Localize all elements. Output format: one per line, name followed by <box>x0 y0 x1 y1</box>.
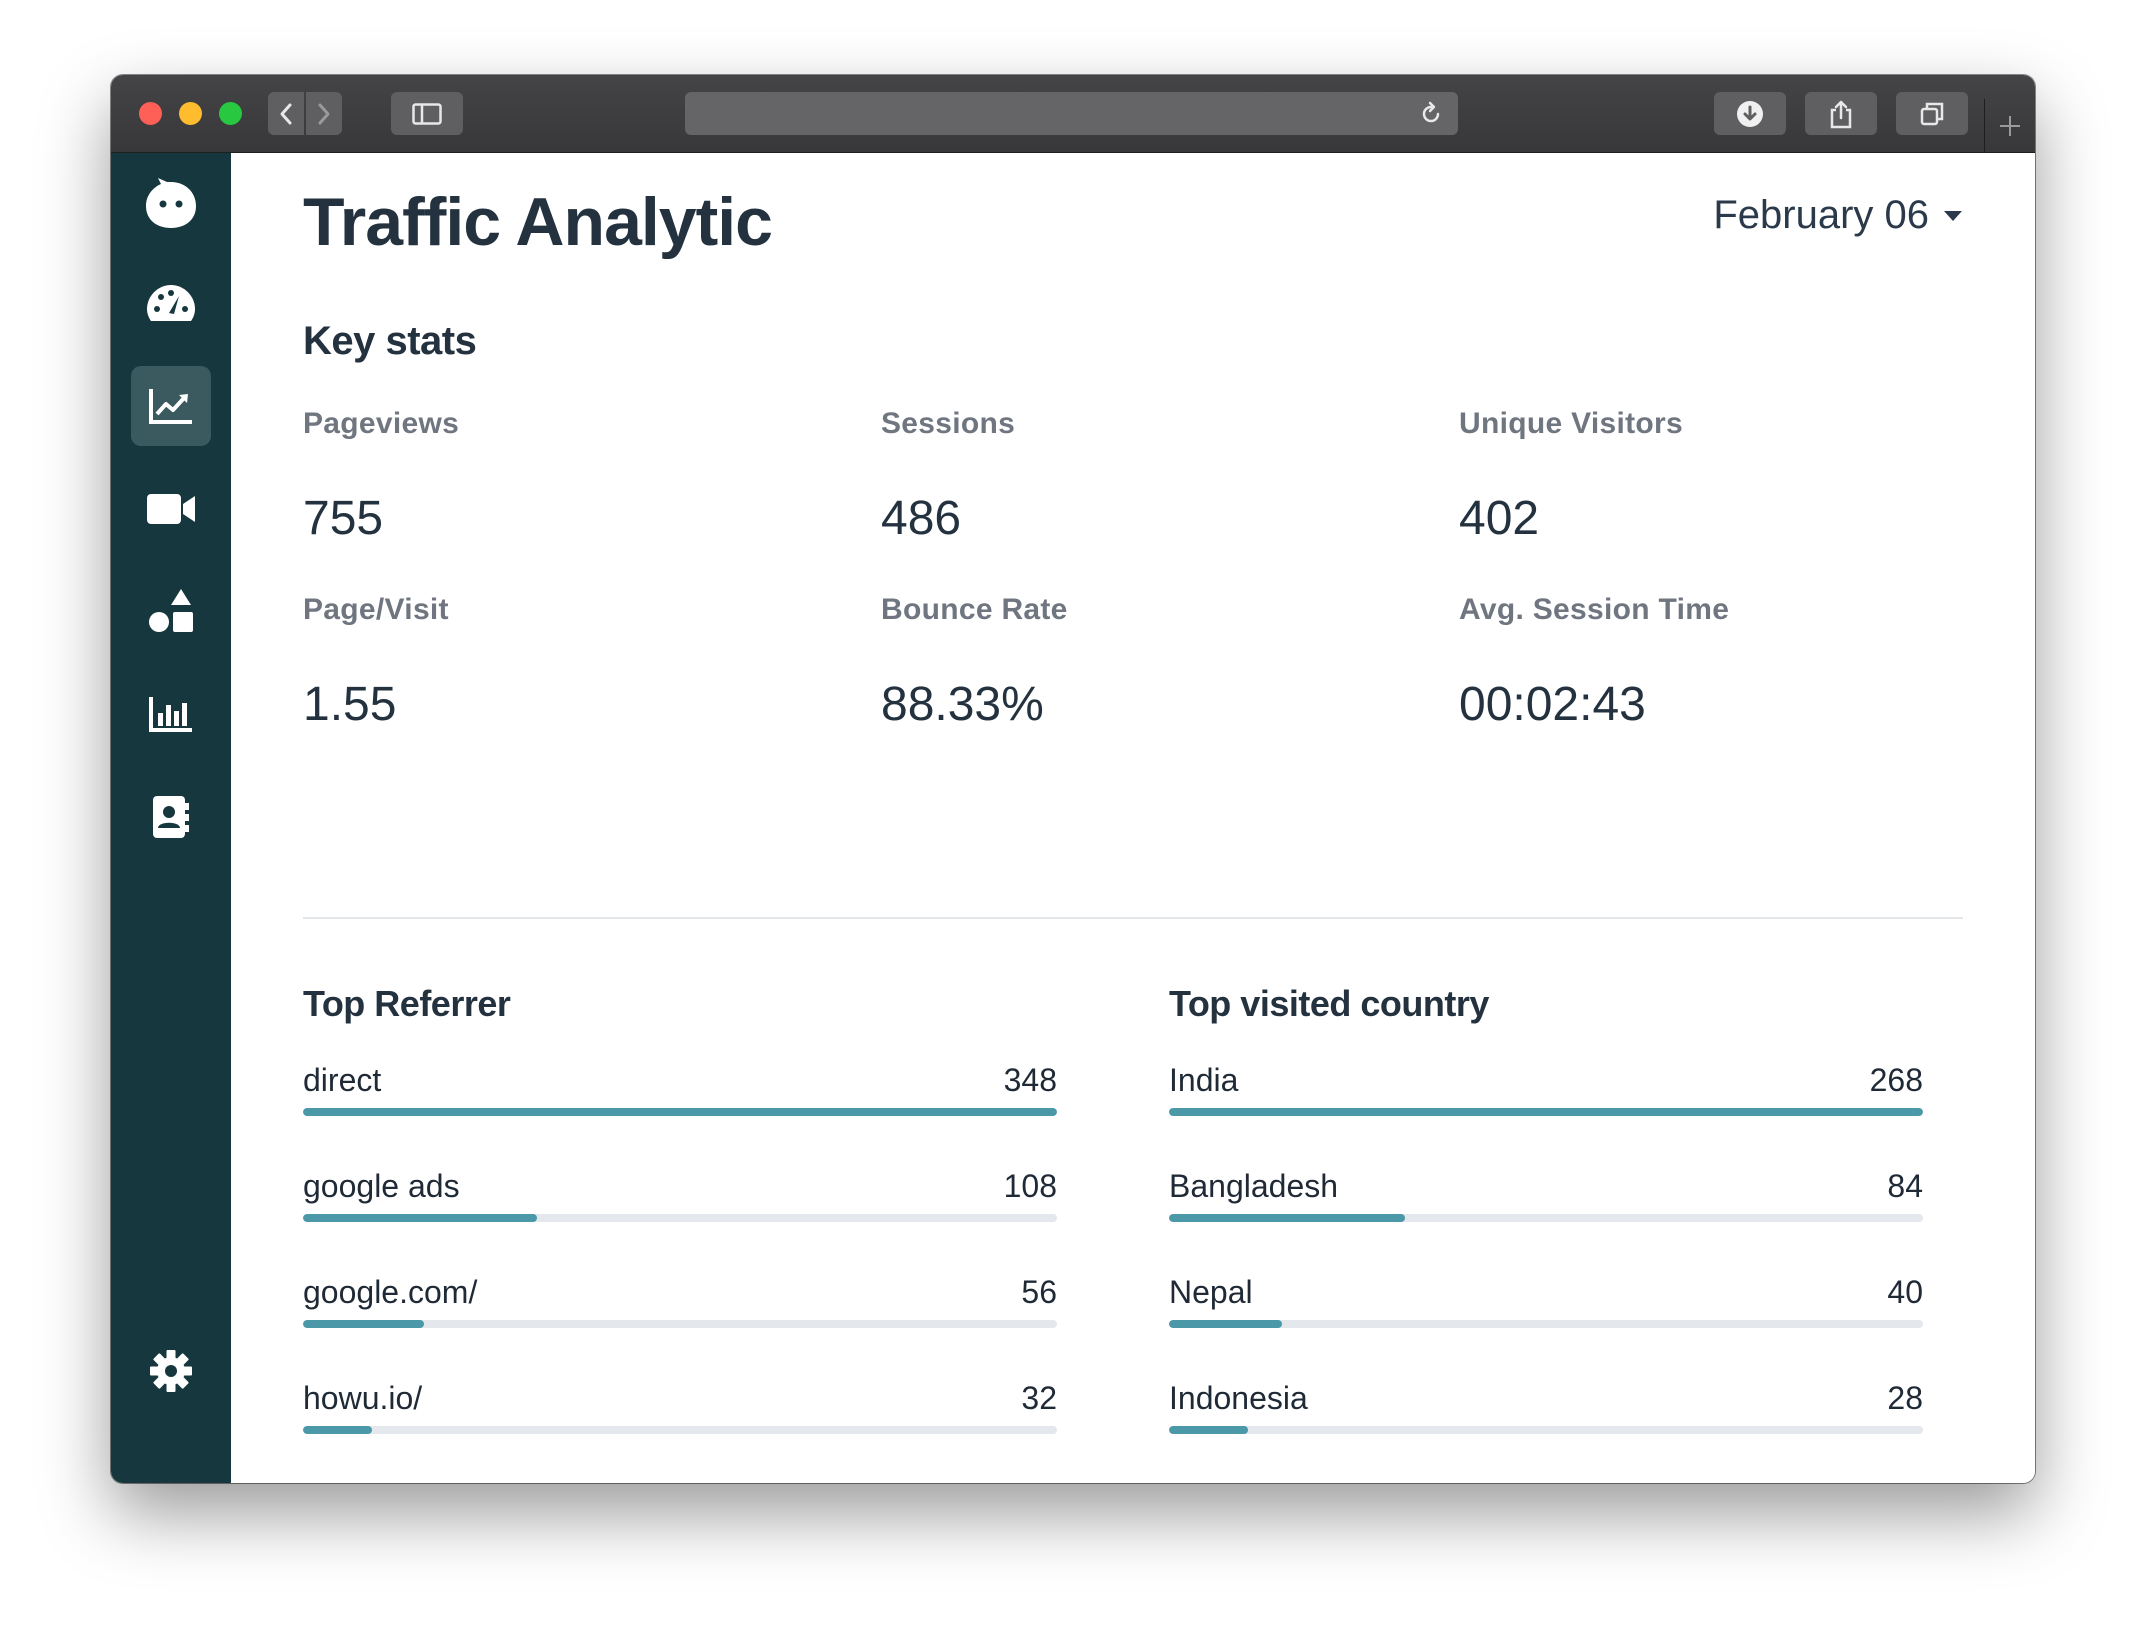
tabs-icon <box>1920 102 1944 125</box>
progress-track <box>303 1108 1057 1116</box>
progress-fill <box>1169 1320 1282 1328</box>
list-item-count: 268 <box>1869 1062 1923 1098</box>
progress-fill <box>303 1426 373 1434</box>
sidebar-item-dashboard[interactable] <box>131 263 211 343</box>
stat-value: 486 <box>881 492 962 545</box>
progress-track <box>1169 1426 1923 1434</box>
list-item-name: direct <box>303 1062 382 1098</box>
list-item: howu.io/32 <box>303 1377 1057 1447</box>
progress-track <box>1169 1320 1923 1328</box>
close-window-button[interactable] <box>139 102 162 125</box>
sidebar <box>111 153 231 1483</box>
stat-label: Pageviews <box>303 407 460 440</box>
list-item-count: 32 <box>1021 1380 1057 1416</box>
list-item-name: google.com/ <box>303 1274 478 1310</box>
stat-label: Unique Visitors <box>1459 407 1683 440</box>
sidebar-item-contacts[interactable] <box>131 777 211 857</box>
stat-value: 755 <box>303 492 384 545</box>
list-item-name: google ads <box>303 1168 460 1204</box>
stat-value: 402 <box>1459 492 1540 545</box>
list-item: Nepal 40 <box>1169 1271 1923 1341</box>
list-item-count: 40 <box>1887 1274 1923 1310</box>
share-icon <box>1830 100 1852 128</box>
sidebar-item-shapes[interactable] <box>131 571 211 651</box>
shapes-icon <box>149 589 193 632</box>
top-referrer-title: Top Referrer <box>303 983 511 1024</box>
stat-label: Page/Visit <box>303 593 449 626</box>
main-content: Traffic Analytic February 06 Key stats P… <box>231 153 2035 1483</box>
list-item-count: 28 <box>1887 1380 1923 1416</box>
progress-track <box>1169 1214 1923 1222</box>
stat-value: 00:02:43 <box>1459 678 1646 731</box>
list-item: google ads 108 <box>303 1165 1057 1235</box>
date-selector[interactable]: February 06 <box>1713 193 1963 238</box>
browser-window: Traffic Analytic February 06 Key stats P… <box>111 75 2035 1483</box>
list-item-name: Indonesia <box>1169 1380 1308 1416</box>
progress-fill <box>303 1320 425 1328</box>
sidebar-item-reports[interactable] <box>131 674 211 754</box>
progress-fill <box>303 1214 537 1222</box>
download-icon <box>1737 100 1763 127</box>
list-item-count: 56 <box>1021 1274 1057 1310</box>
caret-down-icon <box>1944 210 1962 221</box>
list-item-name: India <box>1169 1062 1239 1098</box>
stat-label: Avg. Session Time <box>1459 593 1730 626</box>
address-bar[interactable] <box>685 92 1458 135</box>
downloads-button[interactable] <box>1714 92 1786 135</box>
video-camera-icon <box>147 494 195 524</box>
sidebar-toggle-button[interactable] <box>391 92 463 135</box>
sidebar-item-analytics[interactable] <box>131 366 211 446</box>
progress-track <box>303 1214 1057 1222</box>
line-chart-icon <box>149 389 192 424</box>
list-item-count: 84 <box>1887 1168 1923 1204</box>
tabs-overview-button[interactable] <box>1896 92 1968 135</box>
progress-track <box>1169 1108 1923 1116</box>
dashboard-gauge-icon <box>147 285 195 321</box>
list-item-name: Nepal <box>1169 1274 1253 1310</box>
reload-icon[interactable] <box>1418 101 1444 127</box>
list-item-count: 108 <box>1003 1168 1057 1204</box>
new-tab-button[interactable] <box>1984 99 2035 152</box>
plus-icon <box>2000 115 2020 136</box>
list-item: Bangladesh 84 <box>1169 1165 1923 1235</box>
list-item-name: howu.io/ <box>303 1380 423 1416</box>
minimize-window-button[interactable] <box>179 102 202 125</box>
page-title: Traffic Analytic <box>303 184 773 260</box>
list-item: google.com/56 <box>303 1271 1057 1341</box>
section-divider <box>303 917 1963 919</box>
stat-value: 88.33% <box>881 678 1044 731</box>
progress-track <box>303 1320 1057 1328</box>
chevron-left-icon <box>280 103 292 124</box>
forward-button[interactable] <box>306 92 342 135</box>
list-item: direct 348 <box>303 1059 1057 1129</box>
sidebar-item-video[interactable] <box>131 469 211 549</box>
back-button[interactable] <box>268 92 304 135</box>
stat-label: Sessions <box>881 407 1016 440</box>
progress-fill <box>1169 1426 1248 1434</box>
chevron-right-icon <box>318 103 330 124</box>
zoom-window-button[interactable] <box>219 102 242 125</box>
logo-face-icon <box>146 178 196 228</box>
progress-fill <box>1169 1214 1406 1222</box>
list-item: India 268 <box>1169 1059 1923 1129</box>
sidebar-item-settings[interactable] <box>131 1331 211 1411</box>
selected-date: February 06 <box>1713 193 1929 237</box>
stat-value: 1.55 <box>303 678 397 731</box>
gear-icon <box>150 1350 192 1392</box>
progress-fill <box>303 1108 1057 1116</box>
progress-fill <box>1169 1108 1923 1116</box>
list-item: Indonesia 28 <box>1169 1377 1923 1447</box>
share-button[interactable] <box>1805 92 1877 135</box>
progress-track <box>303 1426 1057 1434</box>
list-item-name: Bangladesh <box>1169 1168 1339 1204</box>
browser-toolbar <box>111 75 2035 153</box>
contact-book-icon <box>153 796 189 838</box>
list-item-count: 348 <box>1003 1062 1057 1098</box>
key-stats-title: Key stats <box>303 319 477 363</box>
bar-chart-icon <box>149 697 192 732</box>
sidebar-item-logo[interactable] <box>131 163 211 243</box>
top-country-title: Top visited country <box>1169 983 1489 1024</box>
stat-label: Bounce Rate <box>881 593 1068 626</box>
sidebar-panel-icon <box>412 102 442 125</box>
